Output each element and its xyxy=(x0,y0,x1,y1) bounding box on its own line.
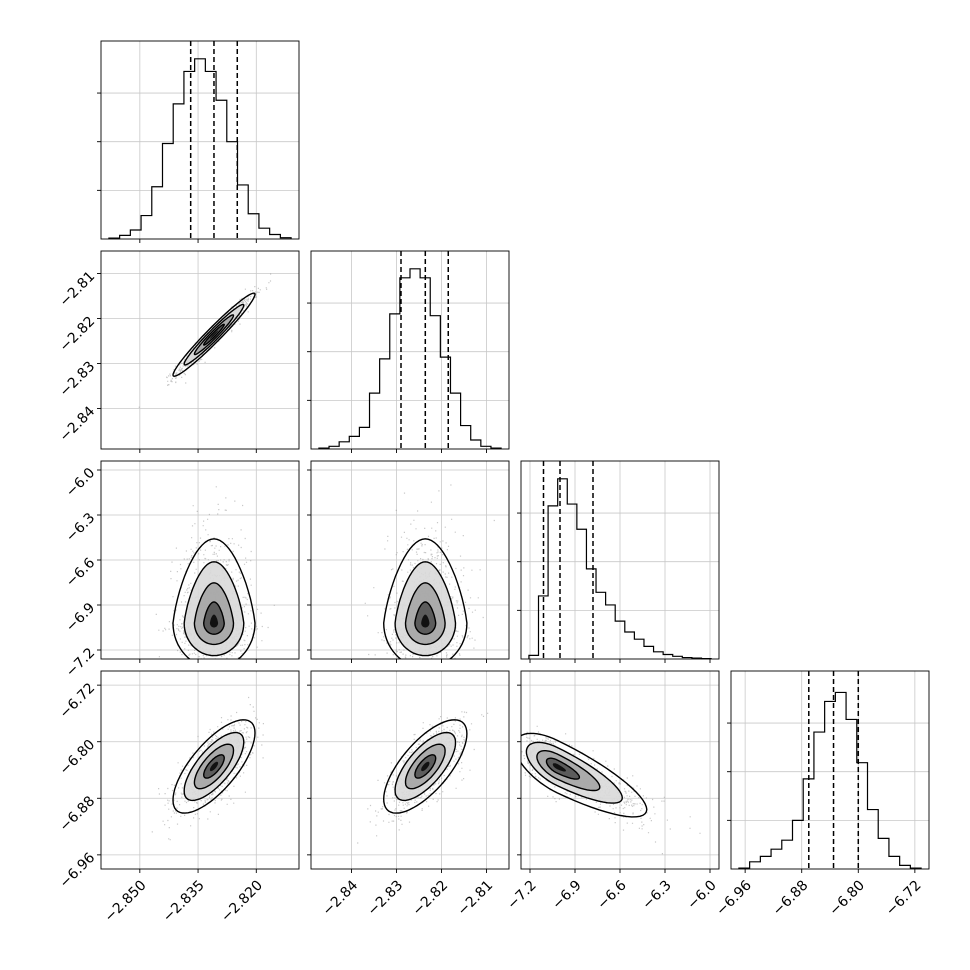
panel-frame xyxy=(100,670,300,870)
density-contour xyxy=(382,719,468,814)
x-tick-label: −2.820 xyxy=(218,877,266,925)
y-tick-label: −6.96 xyxy=(57,850,99,892)
histogram-step xyxy=(738,691,922,869)
x-tick-label: −6.3 xyxy=(639,877,674,912)
x-tick-label: −2.850 xyxy=(102,877,150,925)
histogram-panel-2 xyxy=(307,250,510,453)
histogram-step xyxy=(528,478,712,660)
panel-frame xyxy=(100,40,300,240)
x-tick-label: −6.6 xyxy=(594,877,629,912)
density-contour xyxy=(209,614,219,628)
density-contour xyxy=(521,732,648,818)
y-tick-label: −6.9 xyxy=(63,600,98,635)
density-contour xyxy=(209,761,219,772)
density-contour xyxy=(172,538,256,659)
corner-plot-panels: −2.850 −2.835 −2.820 −2.84 −2.83 −2.82 −2.81 −7… xyxy=(57,40,930,925)
scatter-points xyxy=(521,725,701,855)
scatter-panel-2-3 xyxy=(307,460,510,663)
y-tick-label: −6.72 xyxy=(57,680,99,722)
y-tick-label: −6.3 xyxy=(63,510,98,545)
density-contour xyxy=(382,538,468,659)
y-tick-label: −2.81 xyxy=(57,268,99,310)
sample-points xyxy=(151,696,264,841)
x-tick-label: −2.82 xyxy=(410,877,452,919)
x-tick-label: −2.835 xyxy=(160,877,208,925)
density-contour xyxy=(421,761,430,772)
scatter-panel-1-4 xyxy=(97,670,300,873)
y-tick-label: −6.0 xyxy=(63,465,98,500)
density-contour xyxy=(172,292,256,377)
panel-frame xyxy=(310,250,510,450)
x-tick-label: −2.84 xyxy=(320,877,362,919)
density-contour xyxy=(552,763,566,772)
panel-frame xyxy=(100,250,300,450)
density-contour xyxy=(209,330,219,339)
scatter-points xyxy=(155,486,275,659)
scatter-points xyxy=(357,711,489,844)
x-tick-label: −6.9 xyxy=(549,877,584,912)
x-tick-label: −2.81 xyxy=(455,877,497,919)
density-contour xyxy=(172,719,256,814)
x-tick-label: −6.80 xyxy=(826,877,868,919)
histogram-panel-4 xyxy=(727,670,930,873)
y-tick-label: −6.80 xyxy=(57,737,99,779)
x-tick-label: −6.96 xyxy=(713,877,755,919)
scatter-panel-1-3 xyxy=(97,460,300,663)
scatter-panel-3-4 xyxy=(517,670,720,873)
panel-frame xyxy=(310,670,510,870)
scatter-points xyxy=(364,484,495,659)
histogram-step xyxy=(108,58,292,239)
scatter-points xyxy=(151,696,264,841)
x-tick-label: −7.2 xyxy=(504,877,539,912)
histogram-panel-3 xyxy=(517,460,720,663)
y-tick-label: −6.6 xyxy=(63,555,98,590)
y-tick-label: −2.83 xyxy=(57,358,99,400)
scatter-panel-2-4 xyxy=(307,670,510,873)
histogram-panel-1 xyxy=(97,40,300,243)
scatter-panel-1-2 xyxy=(97,250,300,453)
y-tick-label: −2.84 xyxy=(57,403,99,445)
y-tick-label: −2.82 xyxy=(57,313,99,355)
y-tick-label: −6.88 xyxy=(57,793,99,835)
x-tick-label: −6.88 xyxy=(770,877,812,919)
panel-frame xyxy=(730,670,930,870)
histogram-step xyxy=(318,268,502,449)
scatter-points xyxy=(138,273,272,408)
y-tick-label: −7.2 xyxy=(63,645,98,680)
density-contour xyxy=(421,614,430,628)
x-tick-label: −2.83 xyxy=(365,877,407,919)
x-tick-label: −6.72 xyxy=(883,877,925,919)
